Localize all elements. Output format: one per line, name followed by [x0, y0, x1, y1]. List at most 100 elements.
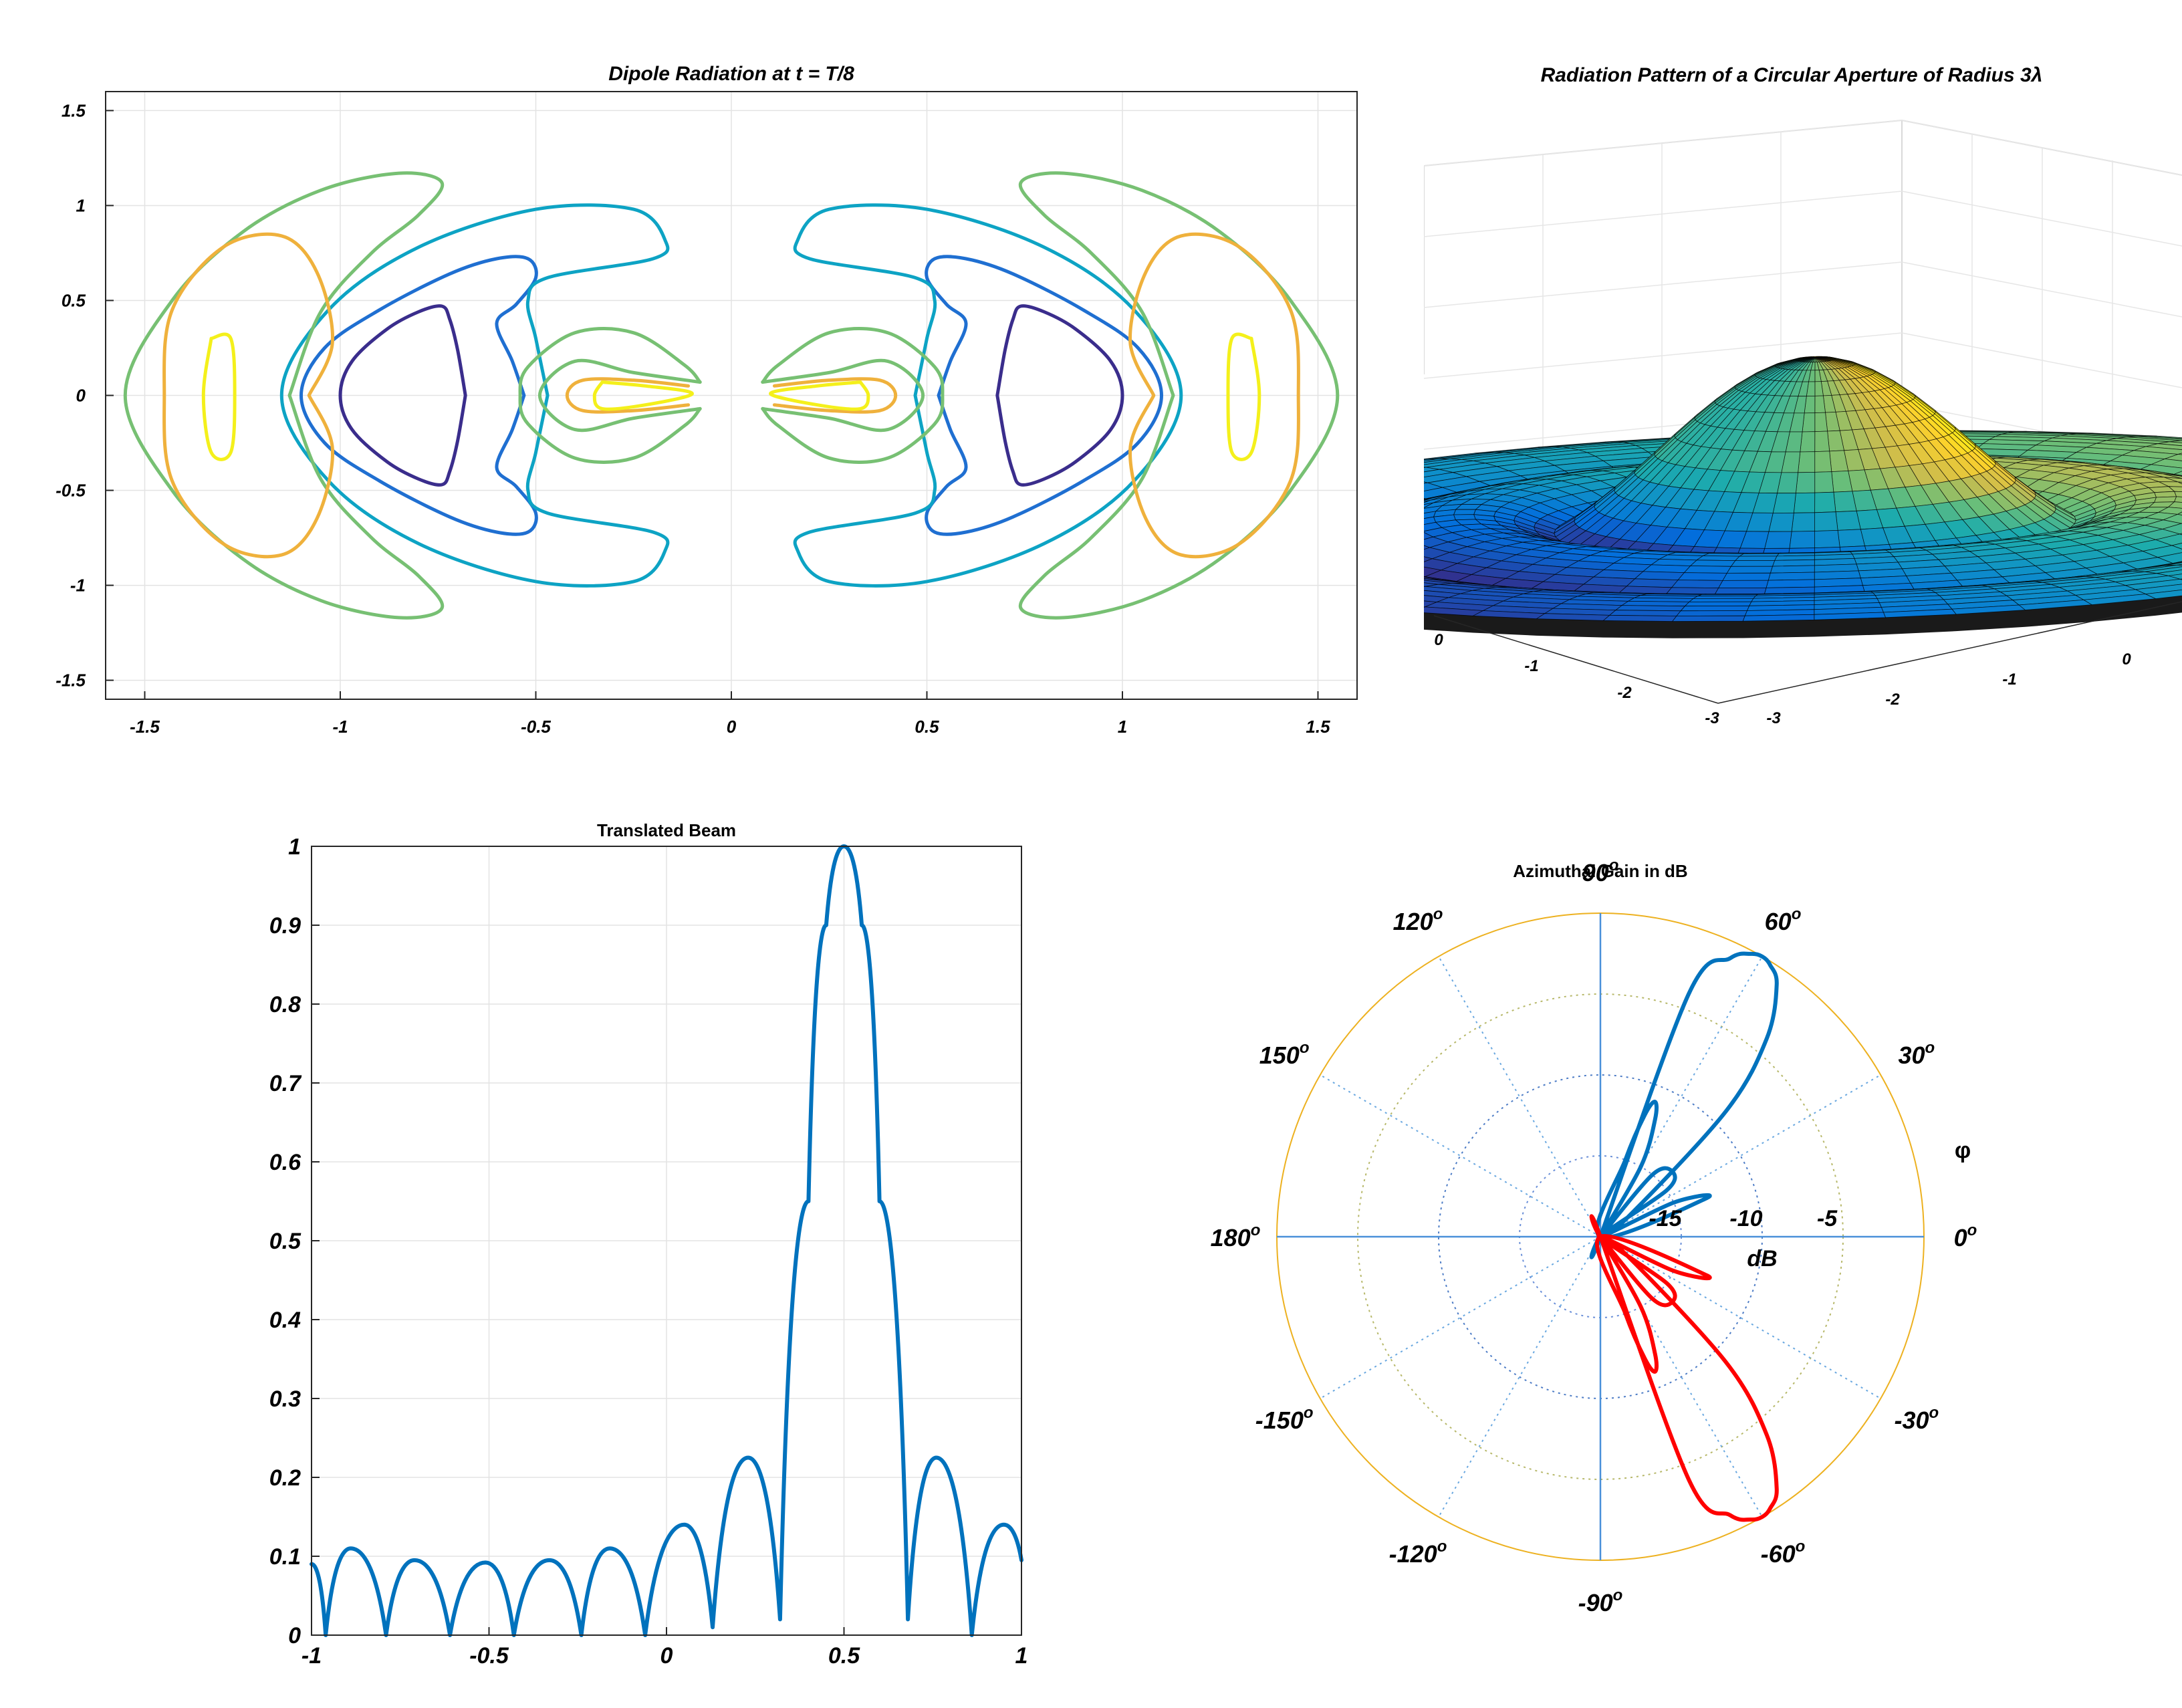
- polar-degree-mark: o: [1967, 1221, 1977, 1239]
- aperture-surface-patch: [1742, 614, 1815, 622]
- dipole-contour-line: [769, 380, 870, 411]
- polar-degree-mark: o: [1925, 1039, 1935, 1057]
- dipole-title: Dipole Radiation at t = T/8: [608, 63, 854, 85]
- beam-y-tick-label: 0.7: [269, 1071, 302, 1096]
- aperture-wall-gridline: [1424, 261, 1903, 308]
- dipole-contour-line: [1226, 332, 1261, 461]
- beam-x-tick-label: 0: [660, 1643, 673, 1669]
- dipole-y-tick-label: 1: [76, 195, 86, 215]
- beam-y-tick-label: 0.1: [269, 1544, 301, 1570]
- aperture-surface-patch: [2171, 543, 2182, 550]
- aperture-y-tick-label: -3: [1766, 709, 1781, 727]
- dipole-y-tick-label: 0.5: [62, 290, 86, 310]
- dipole-y-tick-label: -0.5: [55, 481, 86, 501]
- dipole-x-tick-label: -1.5: [130, 717, 160, 737]
- aperture-base-axis: [1717, 601, 2182, 704]
- aperture-surface-chart: 0 -1 -2 -3 -3 -2 -1 0 Radiation Pattern of a Ci…: [1424, 64, 2182, 727]
- dipole-y-tick-label: -1.5: [55, 670, 86, 691]
- aperture-surface-patch: [1795, 471, 1816, 494]
- aperture-surface-patch: [1814, 491, 1836, 513]
- polar-title: Azimuthal Gain in dB: [1513, 861, 1687, 881]
- aperture-surface-patch: [1634, 571, 1685, 581]
- polar-degree-mark: o: [1792, 905, 1802, 923]
- aperture-surface-patch: [1677, 572, 1727, 581]
- aperture-surface-patch: [1798, 451, 1816, 473]
- dipole-contour-line: [201, 332, 237, 461]
- dipole-x-tick-label: -1: [332, 717, 348, 737]
- aperture-surface-patch: [1766, 579, 1815, 588]
- aperture-surface-patch: [1684, 601, 1752, 607]
- polar-radial-tick-label: -5: [1817, 1206, 1838, 1231]
- aperture-surface-patch: [1814, 451, 1832, 473]
- dipole-contour-line: [1128, 232, 1300, 559]
- beam-y-tick-label: 0.8: [269, 992, 301, 1017]
- dipole-y-tick-label: 1.5: [62, 100, 86, 120]
- dipole-x-tick-label: -0.5: [521, 717, 551, 737]
- dipole-contour-line: [537, 358, 702, 433]
- aperture-y-tick-label: -2: [1885, 691, 1900, 709]
- aperture-surface-patch: [2154, 496, 2177, 503]
- dipole-contour-lines: [123, 171, 1340, 620]
- aperture-wall-gridline: [1424, 332, 1903, 379]
- beam-y-tick-label: 0: [288, 1623, 301, 1649]
- beam-ticks: -1 -0.5 0 0.5 1 0 0.1 0.2 0.3 0.4 0.5 0.6 0.7 0.8 0.9 1: [269, 834, 1028, 1669]
- polar-degree-mark: o: [1437, 1538, 1447, 1556]
- aperture-surface-patch: [1772, 559, 1815, 567]
- polar-degree-mark: o: [1251, 1221, 1261, 1239]
- dipole-contour-line: [995, 304, 1124, 487]
- polar-grid: [1276, 912, 1925, 1561]
- aperture-surface-patch: [1789, 531, 1816, 549]
- aperture-surface-patch: [1814, 511, 1838, 531]
- polar-degree-mark: o: [1304, 1404, 1314, 1422]
- beam-y-tick-label: 0.9: [269, 913, 301, 939]
- aperture-surface-patch: [1814, 471, 1834, 493]
- aperture-surface-patch: [1764, 531, 1792, 549]
- beam-x-tick-label: 0.5: [828, 1643, 860, 1669]
- polar-angle-symbol: φ: [1955, 1138, 1971, 1163]
- polar-degree-mark: o: [1609, 856, 1619, 874]
- aperture-surface: [1424, 356, 2182, 638]
- aperture-surface-patch: [1837, 529, 1866, 547]
- aperture-surface-patch: [1424, 505, 1443, 514]
- aperture-surface-patch: [1814, 529, 1840, 549]
- aperture-surface-patch: [1734, 556, 1778, 562]
- aperture-surface-patch: [1770, 565, 1815, 574]
- dipole-contour-line: [1018, 171, 1340, 620]
- aperture-surface-patch: [1683, 566, 1732, 574]
- polar-labels: 0o30o60o90o120o150o180o-150o-120o-90o-60…: [1211, 856, 1977, 1616]
- beam-x-tick-label: 1: [1015, 1643, 1028, 1669]
- aperture-surface-patch: [2169, 440, 2182, 443]
- dipole-ticks: -1.5 -1 -0.5 0 0.5 1 1.5 1.5 1 0.5 0 -0.5 -1 -1.5: [55, 100, 1330, 737]
- dipole-contour-line: [279, 203, 670, 588]
- aperture-wall-gridline: [1424, 191, 1903, 237]
- aperture-surface-patch: [1424, 556, 1433, 562]
- polar-degree-mark: o: [1300, 1039, 1310, 1057]
- polar-degree-mark: o: [1613, 1586, 1623, 1604]
- aperture-wall-gridline: [1424, 120, 1903, 166]
- polar-radial-tick-label: -10: [1729, 1206, 1762, 1231]
- aperture-surface-patch: [1814, 431, 1830, 453]
- dipole-contour-line: [338, 304, 467, 487]
- beam-title: Translated Beam: [597, 820, 736, 840]
- aperture-x-tick-label: -1: [1524, 657, 1538, 675]
- aperture-surface-patch: [1791, 512, 1816, 532]
- polar-degree-mark: o: [1433, 905, 1443, 923]
- polar-angle-label: 30o: [1898, 1039, 1935, 1069]
- aperture-surface-patch: [1814, 395, 1826, 414]
- dipole-contour-line: [162, 232, 334, 559]
- aperture-base-axis: [1433, 615, 1719, 704]
- aperture-surface-patch: [1453, 514, 1476, 521]
- polar-radial-axis-label: dB: [1747, 1246, 1777, 1271]
- dipole-contour-line: [761, 358, 925, 433]
- aperture-surface-patch: [1675, 610, 1748, 616]
- dipole-contour-line: [592, 380, 694, 411]
- dipole-contour-line: [565, 377, 691, 414]
- aperture-surface-patch: [1688, 598, 1754, 602]
- aperture-x-tick-label: -2: [1617, 684, 1632, 702]
- aperture-surface-patch: [1738, 553, 1780, 557]
- aperture-surface-patch: [1680, 605, 1750, 612]
- dipole-x-tick-label: 1: [1118, 717, 1127, 737]
- aperture-y-tick-label: 0: [2122, 650, 2131, 668]
- aperture-surface-patch: [1695, 555, 1740, 562]
